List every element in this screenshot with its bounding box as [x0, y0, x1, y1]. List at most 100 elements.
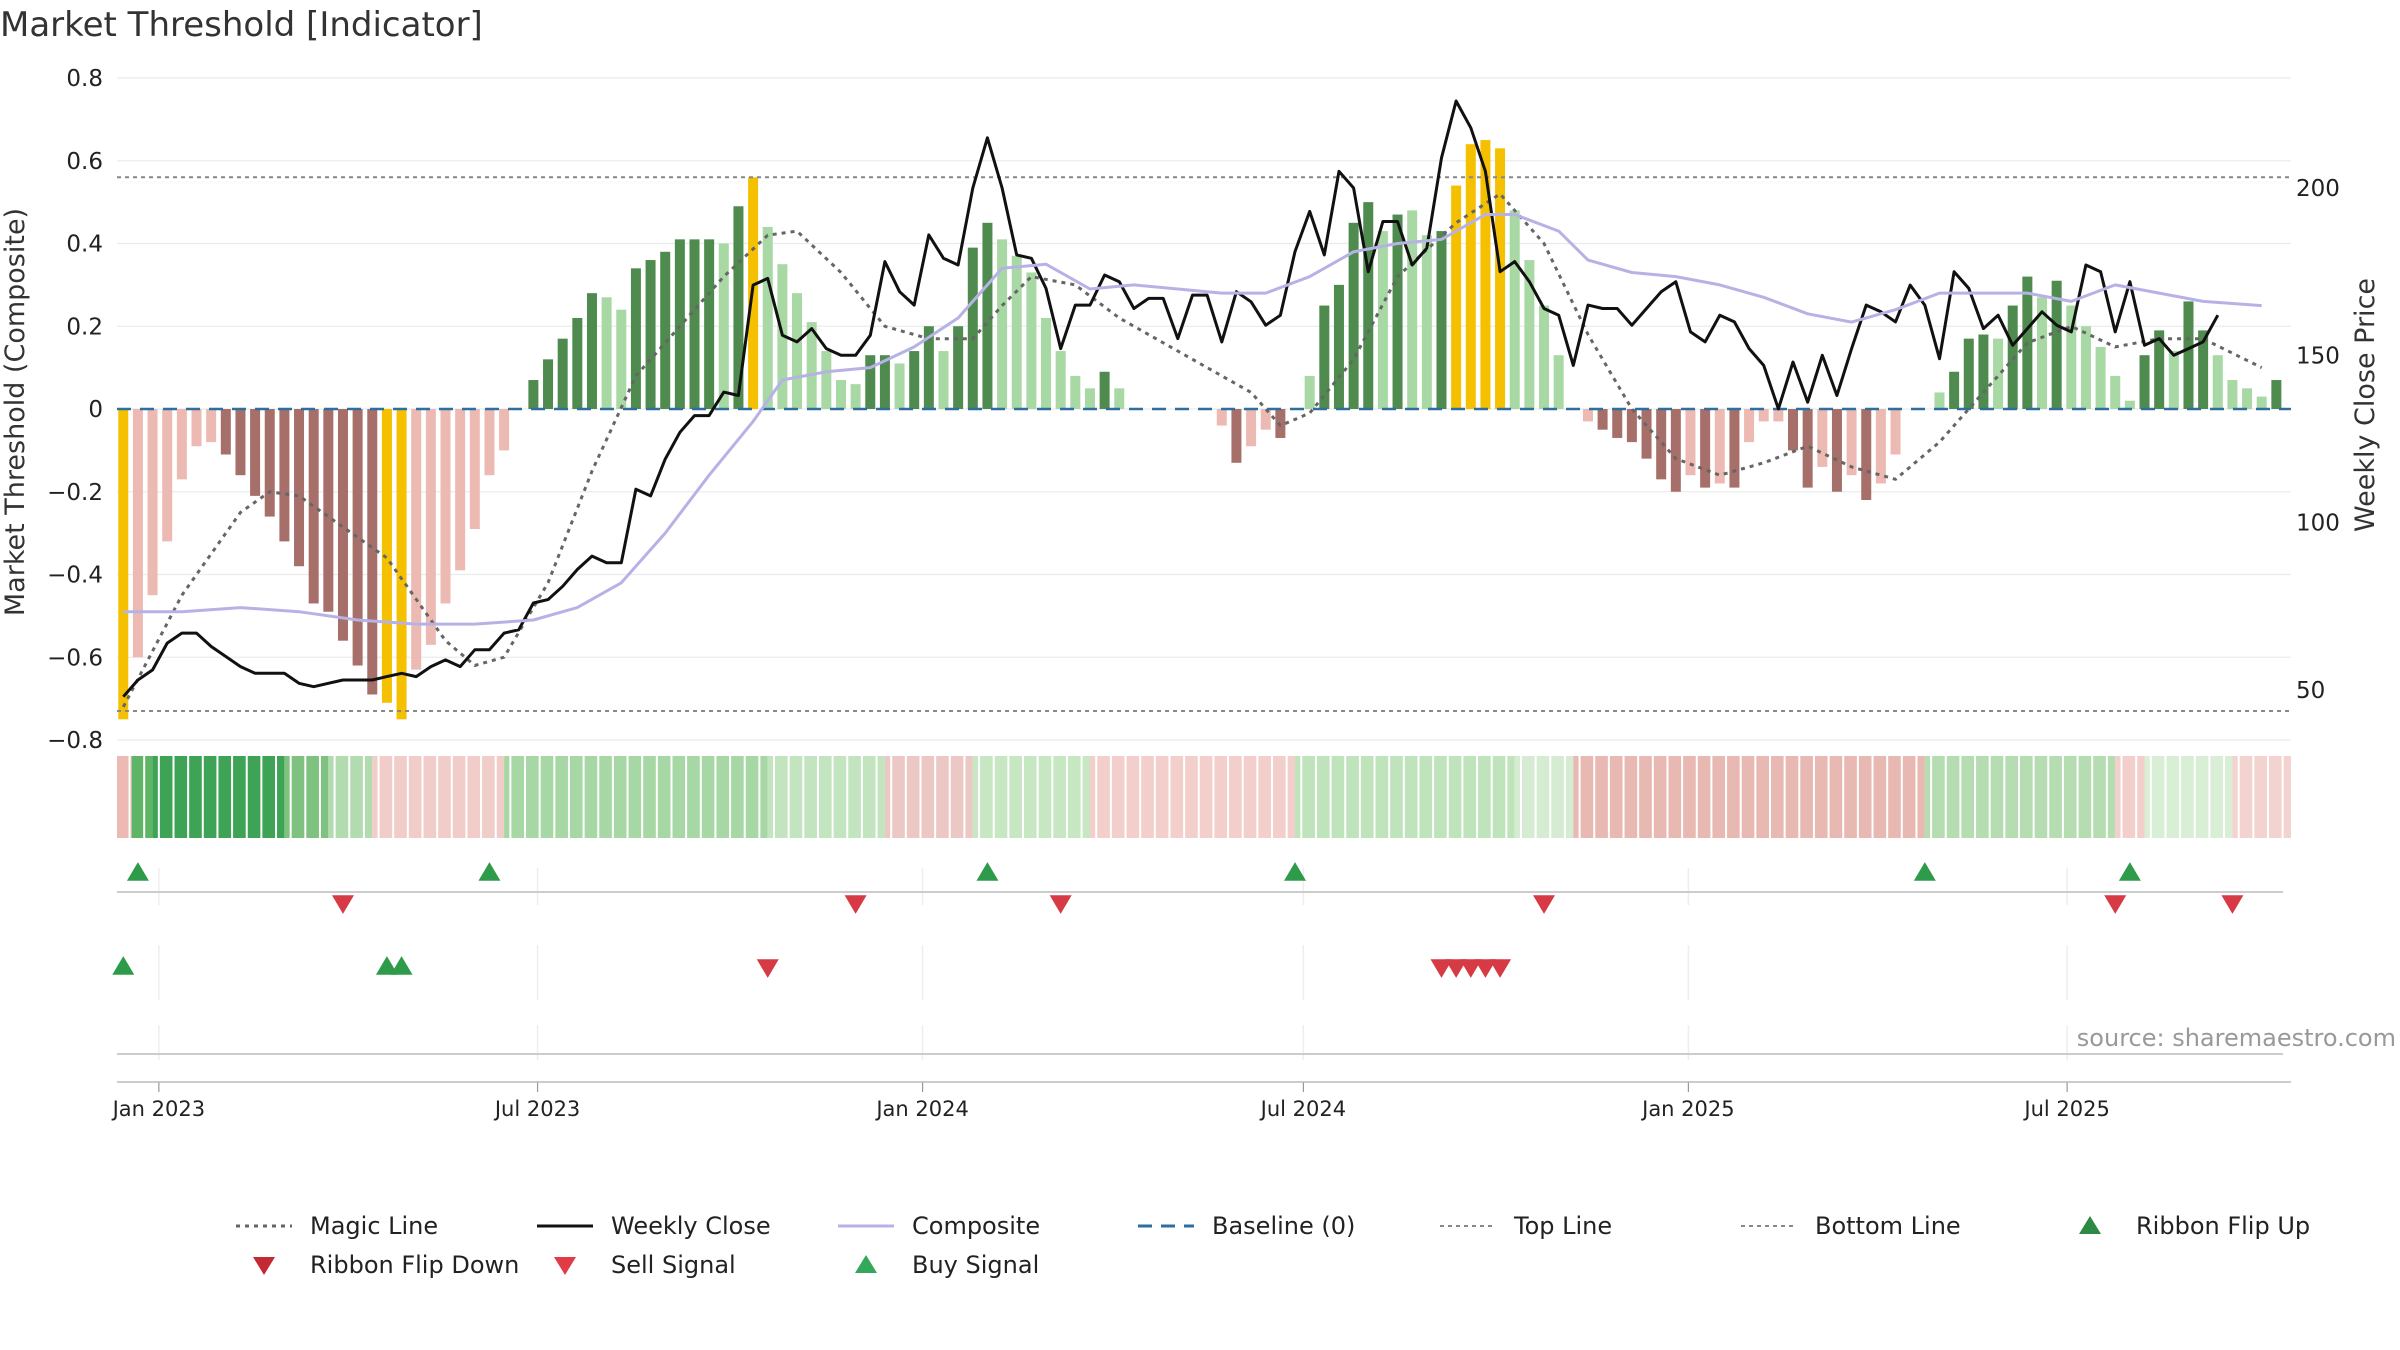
ribbon-layer [117, 756, 2291, 838]
y-tick-label: −0.6 [47, 645, 103, 671]
composite-bar [528, 380, 539, 409]
y2-tick-label: 50 [2296, 678, 2325, 704]
composite-bar [235, 409, 246, 476]
composite-bar [1099, 371, 1110, 409]
composite-bar [1231, 409, 1242, 463]
composite-bar [1758, 409, 1769, 422]
composite-line [123, 213, 2262, 626]
composite-bar [337, 409, 348, 641]
composite-bar [1084, 388, 1095, 409]
composite-bar [1861, 409, 1872, 501]
y2-tick-label: 100 [2296, 511, 2340, 537]
y2-axis-label: Weekly Close Price [2350, 278, 2381, 532]
y-tick-label: −0.2 [47, 480, 103, 506]
composite-bar [1436, 231, 1447, 409]
composite-bar [909, 351, 920, 409]
y2-tick-label: 200 [2296, 176, 2340, 202]
composite-bar [1641, 409, 1652, 459]
y-tick-label: 0.6 [66, 149, 103, 175]
composite-bar [704, 239, 715, 409]
composite-bar [1817, 409, 1828, 467]
composite-bar [1026, 272, 1037, 409]
composite-bar [982, 222, 993, 409]
ribbon-flip-down-marker [844, 895, 867, 914]
composite-bar [2154, 330, 2165, 409]
composite-bar [264, 409, 275, 517]
composite-bar [1246, 409, 1257, 447]
weekly-close-line [122, 99, 2220, 698]
composite-bar [645, 260, 656, 409]
composite-bar [660, 251, 671, 409]
buy-signal-marker [390, 956, 413, 975]
ribbon-flip-down-marker [331, 895, 354, 914]
x-tick-label: Jan 2025 [1640, 1097, 1735, 1121]
composite-bar [176, 409, 187, 480]
x-tick-label: Jan 2023 [111, 1097, 206, 1121]
composite-bar [191, 409, 202, 447]
composite-bar [162, 409, 173, 542]
bars-layer [118, 140, 2282, 720]
composite-bar [294, 409, 305, 567]
composite-bar [1392, 214, 1403, 409]
composite-bar [1744, 409, 1755, 443]
legend-item: Buy Signal [855, 1251, 1039, 1279]
ribbon-flip-up-marker [1913, 862, 1936, 881]
lines-layer [117, 99, 2291, 713]
composite-bar [1875, 409, 1886, 484]
legend-label: Bottom Line [1815, 1212, 1961, 1240]
composite-bar [1421, 235, 1432, 409]
ribbon-flip-up-marker [2118, 862, 2141, 881]
composite-bar [381, 409, 392, 703]
composite-bar [440, 409, 451, 604]
x-tick-label: Jul 2023 [493, 1097, 580, 1121]
composite-bar [1539, 305, 1550, 409]
ribbon-flip-down-marker [1533, 895, 1556, 914]
legend-label: Buy Signal [912, 1251, 1039, 1279]
legend-label: Ribbon Flip Up [2136, 1212, 2310, 1240]
composite-bar [2139, 355, 2150, 409]
composite-bar [1495, 148, 1506, 409]
ribbon-segment [767, 756, 885, 838]
composite-bar [2271, 380, 2282, 409]
composite-bar [118, 409, 129, 720]
composite-bar [1612, 409, 1623, 438]
composite-bar [1407, 210, 1418, 409]
composite-bar [2110, 375, 2121, 409]
legend-symbol [554, 1257, 576, 1275]
y2-tick-label: 150 [2296, 343, 2340, 369]
legend-item: Bottom Line [1741, 1212, 1961, 1240]
composite-bar [1216, 409, 1227, 426]
ribbon-segment [1089, 756, 1296, 838]
composite-bar [1260, 409, 1271, 430]
legend-label: Top Line [1513, 1212, 1612, 1240]
composite-bar [997, 239, 1008, 409]
composite-bar [1978, 334, 1989, 409]
composite-bar [1846, 409, 1857, 476]
composite-bar [279, 409, 290, 542]
composite-bar [132, 409, 143, 658]
composite-bar [835, 380, 846, 409]
composite-bar [455, 409, 466, 571]
buy-signal-marker [112, 956, 135, 975]
composite-bar [1363, 202, 1374, 409]
ribbon-segment [504, 756, 768, 838]
composite-bar [2051, 280, 2062, 409]
composite-bar [411, 409, 422, 670]
composite-bar [206, 409, 217, 443]
composite-bar [2095, 346, 2106, 409]
composite-bar [367, 409, 378, 695]
composite-bar [1011, 255, 1022, 409]
buy-signal-marker [375, 956, 398, 975]
legend-layer: Magic Line Weekly Close Composite Baseline … [236, 1212, 2310, 1279]
ribbon-segment [372, 756, 505, 838]
ribbon-segment [1514, 756, 1574, 838]
composite-bar [1553, 355, 1564, 409]
ribbon-flip-up-marker [1284, 862, 1307, 881]
composite-bar [1934, 392, 1945, 409]
composite-bar [1890, 409, 1901, 455]
source-label: source: sharemaestro.com [2077, 1024, 2396, 1052]
x-tick-label: Jan 2024 [874, 1097, 969, 1121]
composite-bar [323, 409, 334, 612]
